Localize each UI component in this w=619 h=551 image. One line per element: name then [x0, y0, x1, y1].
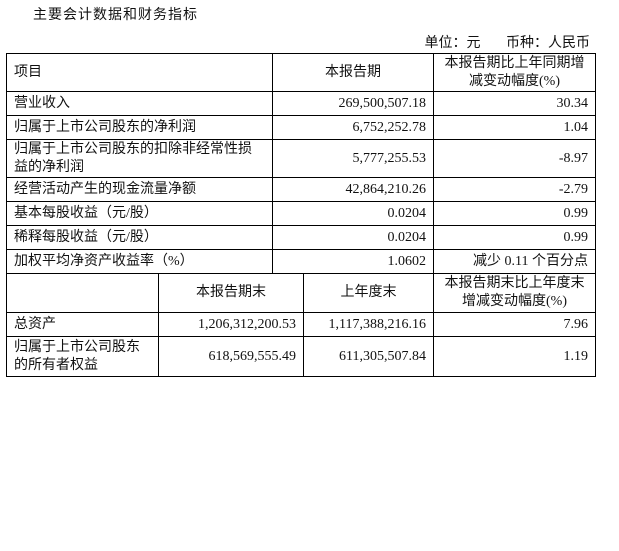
row-label-cell: 归属于上市公司股东的所有者权益	[6, 336, 159, 377]
table-row-net-profit-excl-nonrecurring: 归属于上市公司股东的扣除非经常性损益的净利润 5,777,255.53 -8.9…	[6, 139, 596, 178]
header-period-change: 本报告期末比上年度末增减变动幅度(%)	[433, 273, 596, 313]
row-value-cell: 0.0204	[272, 201, 434, 226]
header-period-end: 本报告期末	[158, 273, 304, 313]
row-label-cell: 加权平均净资产收益率（%）	[6, 249, 273, 274]
page-title: 主要会计数据和财务指标	[33, 8, 198, 23]
row-change-cell: 减少 0.11 个百分点	[433, 249, 596, 274]
row-prior-year-cell: 611,305,507.84	[303, 336, 434, 377]
row-change-cell: 1.19	[433, 336, 596, 377]
row-label-cell: 总资产	[6, 312, 159, 337]
table-row-weighted-avg-roe: 加权平均净资产收益率（%） 1.0602 减少 0.11 个百分点	[6, 249, 596, 274]
header-current-period: 本报告期	[272, 53, 434, 92]
row-label-cell: 基本每股收益（元/股）	[6, 201, 273, 226]
row-value-cell: 5,777,255.53	[272, 139, 434, 178]
row-label-cell: 归属于上市公司股东的净利润	[6, 115, 273, 140]
row-label-cell: 归属于上市公司股东的扣除非经常性损益的净利润	[6, 139, 273, 178]
row-period-end-cell: 618,569,555.49	[158, 336, 304, 377]
row-change-cell: -8.97	[433, 139, 596, 178]
table-row-net-profit: 归属于上市公司股东的净利润 6,752,252.78 1.04	[6, 115, 596, 140]
table-row-basic-eps: 基本每股收益（元/股） 0.0204 0.99	[6, 201, 596, 226]
row-label-cell: 营业收入	[6, 91, 273, 116]
balance-header-row: 本报告期末 上年度末 本报告期末比上年度末增减变动幅度(%)	[6, 273, 596, 313]
row-change-cell: 30.34	[433, 91, 596, 116]
header-item: 项目	[6, 53, 273, 92]
row-period-end-cell: 1,206,312,200.53	[158, 312, 304, 337]
table-row-revenue: 营业收入 269,500,507.18 30.34	[6, 91, 596, 116]
table-row-shareholders-equity: 归属于上市公司股东的所有者权益 618,569,555.49 611,305,5…	[6, 336, 596, 377]
indicators-table: 项目 本报告期 本报告期比上年同期增减变动幅度(%) 营业收入 269,500,…	[6, 53, 596, 274]
row-prior-year-cell: 1,117,388,216.16	[303, 312, 434, 337]
table-row-total-assets: 总资产 1,206,312,200.53 1,117,388,216.16 7.…	[6, 312, 596, 337]
row-value-cell: 0.0204	[272, 225, 434, 250]
row-value-cell: 42,864,210.26	[272, 177, 434, 202]
header-blank	[6, 273, 159, 313]
row-value-cell: 6,752,252.78	[272, 115, 434, 140]
currency-label: 币种：人民币	[506, 36, 590, 51]
row-label-cell: 稀释每股收益（元/股）	[6, 225, 273, 250]
header-yoy-change: 本报告期比上年同期增减变动幅度(%)	[433, 53, 596, 92]
row-change-cell: 0.99	[433, 201, 596, 226]
table-row-diluted-eps: 稀释每股收益（元/股） 0.0204 0.99	[6, 225, 596, 250]
unit-label: 单位：元	[424, 36, 481, 51]
row-change-cell: 0.99	[433, 225, 596, 250]
row-change-cell: 7.96	[433, 312, 596, 337]
row-change-cell: 1.04	[433, 115, 596, 140]
row-value-cell: 269,500,507.18	[272, 91, 434, 116]
row-label-cell: 经营活动产生的现金流量净额	[6, 177, 273, 202]
unit-currency-line: 单位：元 币种：人民币	[0, 34, 591, 53]
indicators-header-row: 项目 本报告期 本报告期比上年同期增减变动幅度(%)	[6, 53, 596, 92]
row-value-cell: 1.0602	[272, 249, 434, 274]
table-row-operating-cash-flow: 经营活动产生的现金流量净额 42,864,210.26 -2.79	[6, 177, 596, 202]
header-prior-year-end: 上年度末	[303, 273, 434, 313]
balance-table: 本报告期末 上年度末 本报告期末比上年度末增减变动幅度(%) 总资产 1,206…	[6, 273, 596, 377]
row-change-cell: -2.79	[433, 177, 596, 202]
